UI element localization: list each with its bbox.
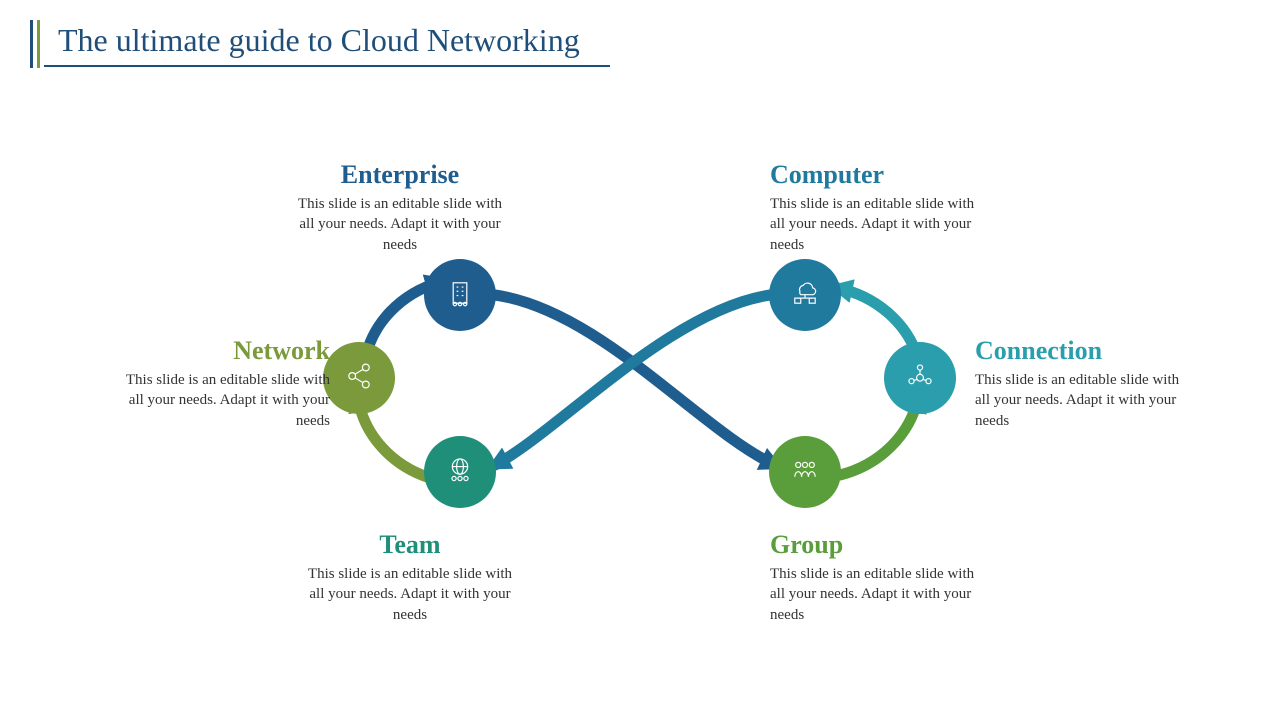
label-enterprise-title: Enterprise [290, 160, 510, 190]
label-group: Group This slide is an editable slide wit… [770, 530, 990, 625]
globe-people-icon [443, 453, 477, 492]
label-enterprise: Enterprise This slide is an editable slid… [290, 160, 510, 255]
node-network [323, 342, 395, 414]
people-icon [788, 453, 822, 492]
node-computer [769, 259, 841, 331]
label-network: Network This slide is an editable slide w… [110, 336, 330, 431]
network-people-icon [903, 359, 937, 398]
infinity-diagram: Network This slide is an editable slide w… [0, 120, 1280, 680]
label-computer-title: Computer [770, 160, 990, 190]
node-enterprise [424, 259, 496, 331]
cloud-devices-icon [788, 276, 822, 315]
building-icon [443, 276, 477, 315]
node-connection [884, 342, 956, 414]
node-team [424, 436, 496, 508]
label-group-title: Group [770, 530, 990, 560]
label-network-title: Network [110, 336, 330, 366]
label-team-title: Team [300, 530, 520, 560]
label-enterprise-desc: This slide is an editable slide with all… [290, 194, 510, 255]
label-team-desc: This slide is an editable slide with all… [300, 564, 520, 625]
label-computer: Computer This slide is an editable slide … [770, 160, 990, 255]
share-nodes-icon [342, 359, 376, 398]
label-connection: Connection This slide is an editable slid… [975, 336, 1195, 431]
label-connection-desc: This slide is an editable slide with all… [975, 370, 1195, 431]
label-computer-desc: This slide is an editable slide with all… [770, 194, 990, 255]
node-group [769, 436, 841, 508]
label-team: Team This slide is an editable slide with… [300, 530, 520, 625]
label-network-desc: This slide is an editable slide with all… [110, 370, 330, 431]
label-connection-title: Connection [975, 336, 1195, 366]
label-group-desc: This slide is an editable slide with all… [770, 564, 990, 625]
